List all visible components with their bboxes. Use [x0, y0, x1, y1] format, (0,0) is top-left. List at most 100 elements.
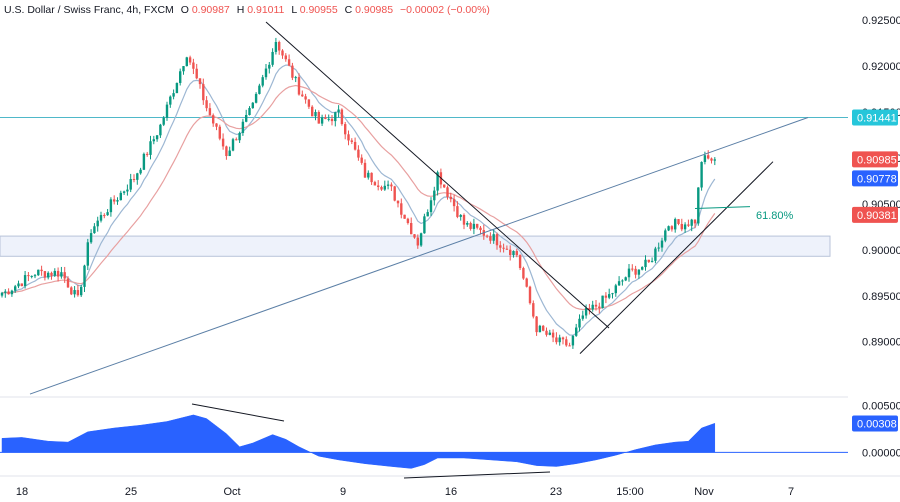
candle-body [667, 226, 670, 231]
candle [594, 299, 598, 311]
candle [291, 62, 294, 81]
price-badge-bg [852, 109, 898, 126]
candle [637, 269, 641, 279]
oscillator-badge-bg [852, 415, 898, 432]
price-tick-label: 0.92500 [862, 15, 900, 27]
candle [588, 303, 591, 315]
candle [278, 40, 281, 55]
candle [396, 200, 400, 208]
candle-body [212, 115, 215, 124]
candle-body [644, 259, 647, 268]
candle-body [40, 269, 43, 272]
candle-body [192, 62, 195, 69]
candle [4, 289, 7, 298]
oscillator-divergence-line [191, 403, 285, 422]
candle [502, 243, 505, 253]
candle-body [703, 155, 707, 162]
candle-body [231, 139, 235, 151]
candle-body [700, 161, 703, 188]
svg-text:U.S. Dollar / Swiss Franc, 4h,: U.S. Dollar / Swiss Franc, 4h, FXCM O 0.… [4, 4, 490, 16]
candle [357, 145, 360, 161]
candle-body [548, 332, 551, 335]
candle [525, 277, 528, 288]
candle-body [297, 77, 301, 95]
price-badge: 0.90381 [852, 206, 898, 223]
candle [17, 280, 20, 289]
close-value: 0.90985 [355, 4, 393, 16]
candle-body [119, 192, 122, 201]
candle-body [63, 272, 66, 279]
candle [647, 259, 650, 264]
candle-body [99, 215, 103, 221]
candle [172, 89, 175, 100]
candle-body [185, 57, 188, 67]
candle [40, 265, 43, 276]
candle [512, 250, 515, 258]
candle [400, 198, 403, 219]
candle-body [485, 235, 489, 237]
candle [327, 114, 330, 122]
candle [687, 219, 690, 227]
candle-body [538, 325, 542, 333]
candle [106, 209, 109, 216]
candle-body [159, 124, 162, 136]
candle [690, 218, 693, 232]
candle-body [634, 268, 637, 275]
candle-body [591, 304, 594, 310]
candle [363, 159, 367, 179]
candle-body [423, 216, 426, 234]
candle [667, 225, 670, 232]
candle [509, 245, 512, 261]
candle [591, 300, 594, 312]
price-tick-label: 0.92000 [862, 61, 900, 73]
candle [459, 214, 462, 221]
candle-body [426, 212, 429, 217]
candle [60, 266, 63, 279]
candle [304, 93, 307, 104]
candle-body [142, 153, 146, 170]
candle [182, 66, 185, 75]
candle [337, 105, 340, 118]
candle-body [515, 251, 518, 256]
candle [103, 213, 106, 219]
candle [380, 185, 383, 191]
candle-body [56, 270, 60, 277]
candle-body [294, 77, 297, 79]
candle-body [314, 112, 317, 117]
candle-body [588, 308, 591, 310]
candle [466, 221, 469, 227]
symbol-title: U.S. Dollar / Swiss Franc, 4h, FXCM [4, 4, 174, 16]
time-tick-label: Oct [223, 486, 240, 498]
candle [93, 223, 96, 234]
candle-body [502, 247, 505, 249]
candle [215, 123, 218, 131]
candle-body [466, 222, 469, 225]
candle-body [152, 139, 155, 142]
candle-body [674, 219, 677, 230]
candle [96, 216, 99, 232]
candle-body [344, 124, 347, 135]
candle-body [89, 233, 93, 243]
candle-body [637, 269, 641, 275]
candle [634, 265, 637, 279]
candle-body [360, 157, 363, 163]
candle [23, 270, 27, 289]
candle-body [545, 330, 548, 335]
candle-body [80, 286, 83, 296]
candle-body [248, 108, 251, 116]
candle [113, 195, 116, 205]
candle-body [113, 199, 116, 202]
candle-body [594, 304, 598, 307]
candle-body [429, 200, 433, 213]
candle-body [10, 290, 14, 295]
candle-body [624, 277, 627, 281]
candle [617, 276, 621, 286]
candle-body [631, 268, 634, 270]
candle [532, 300, 535, 319]
candle [495, 232, 499, 250]
candle [205, 96, 208, 112]
candle [50, 271, 53, 280]
candle [139, 167, 142, 175]
candle [499, 241, 502, 253]
